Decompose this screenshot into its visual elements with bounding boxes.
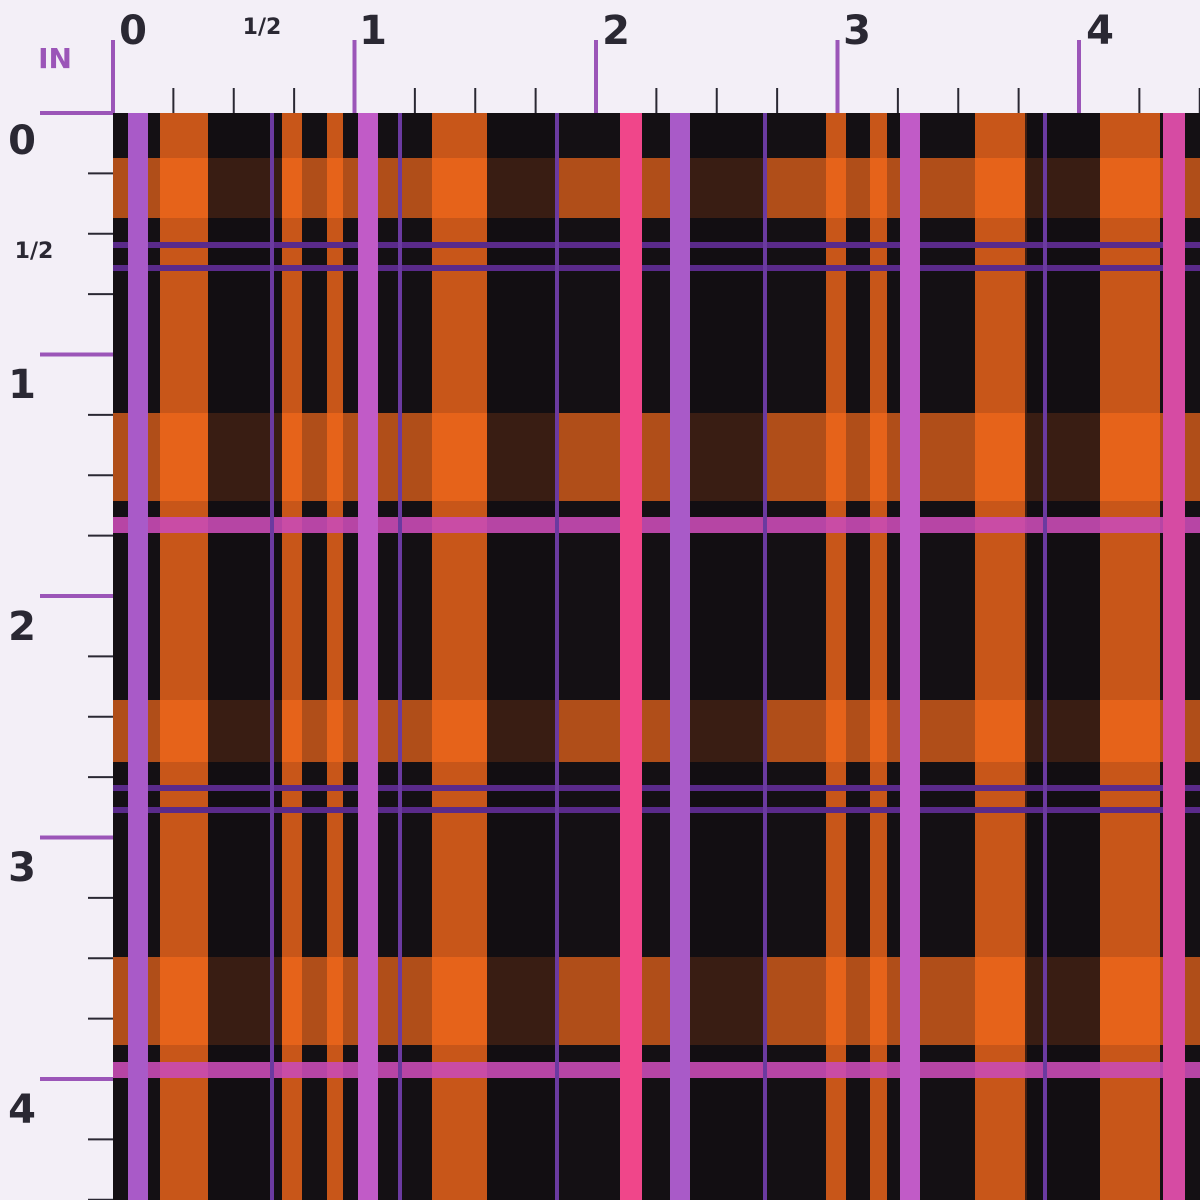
top-ruler-label: 1: [359, 8, 387, 54]
vertical-stripe: [900, 113, 920, 1200]
thin-line: [763, 113, 767, 1200]
vertical-stripe: [620, 113, 642, 1200]
purple-line: [113, 242, 1200, 248]
top-ruler-label: 2: [602, 8, 630, 54]
left-ruler-label: 1: [8, 362, 36, 408]
thin-line: [555, 113, 559, 1200]
left-ruler-label: 4: [8, 1087, 36, 1133]
ruler: [40, 40, 1200, 1200]
vertical-band: [282, 113, 302, 1200]
left-ruler-label: 3: [8, 845, 36, 891]
purple-line: [113, 807, 1200, 813]
dark-column: [1025, 113, 1100, 1200]
horizontal-band: [113, 957, 1200, 1045]
unit-label: IN: [38, 42, 72, 75]
vertical-stripe: [128, 113, 148, 1200]
top-ruler-label: 0: [119, 8, 147, 54]
left-ruler-label: 1/2: [15, 239, 54, 264]
purple-line: [113, 785, 1200, 791]
horizontal-band: [113, 158, 1200, 218]
horizontal-band: [113, 413, 1200, 501]
vertical-stripe: [1163, 113, 1185, 1200]
top-ruler-label: 4: [1086, 8, 1114, 54]
left-ruler-label: 2: [8, 604, 36, 650]
dark-column: [690, 113, 765, 1200]
thin-line: [398, 113, 402, 1200]
pink-line: [113, 1062, 1200, 1078]
thin-line: [270, 113, 274, 1200]
vertical-stripe: [670, 113, 690, 1200]
top-ruler-label: 1/2: [243, 15, 282, 40]
plaid-fabric: [113, 113, 1200, 1200]
vertical-band: [826, 113, 846, 1200]
left-ruler-label: 0: [8, 118, 36, 164]
vertical-band: [327, 113, 343, 1200]
pink-line: [113, 517, 1200, 533]
top-ruler-label: 3: [843, 8, 871, 54]
vertical-band: [870, 113, 887, 1200]
thin-line: [1043, 113, 1047, 1200]
horizontal-band: [113, 700, 1200, 762]
dark-column: [487, 113, 557, 1200]
dark-column: [208, 113, 282, 1200]
purple-line: [113, 265, 1200, 271]
vertical-stripe: [358, 113, 378, 1200]
